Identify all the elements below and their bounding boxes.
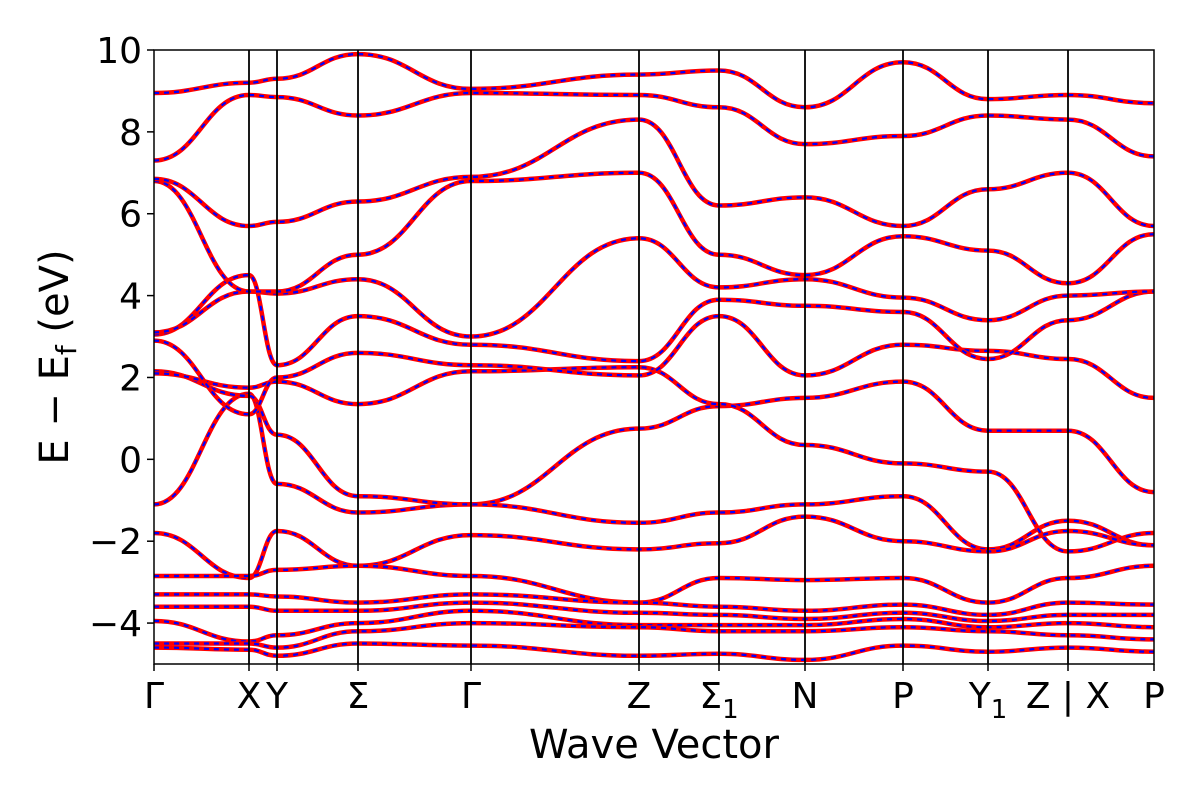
x-tick-label: P [1143, 676, 1165, 717]
x-tick-label: Γ [461, 676, 481, 717]
x-tick-label-main: Γ [144, 676, 164, 717]
x-tick-label: P [892, 676, 914, 717]
x-tick-label: Γ [144, 676, 164, 717]
y-tick-label: 4 [119, 277, 142, 318]
y-tick-label: 6 [119, 195, 142, 236]
x-tick-label: Y [265, 676, 289, 717]
x-tick-label-sub: 1 [722, 695, 739, 725]
x-tick-label: Y1 [968, 676, 1008, 725]
x-tick-label: Σ [347, 676, 370, 717]
x-tick-label: Z [627, 676, 652, 717]
y-tick-label: 8 [119, 113, 142, 154]
y-tick-label: −2 [89, 522, 142, 563]
x-tick-label-main: N [792, 676, 819, 717]
x-axis-title: Wave Vector [529, 722, 780, 768]
y-axis-ticks: 10 8 6 4 2 0 −2 −4 [89, 31, 154, 645]
x-tick-label: Z | X [1026, 676, 1110, 717]
x-tick-label-main: Σ [347, 676, 370, 717]
band-line-dashed [154, 370, 1154, 551]
x-tick-label-main: Y [265, 676, 289, 717]
x-tick-label: X [237, 676, 262, 717]
x-tick-label-main: P [892, 676, 914, 717]
x-tick-label-main: Γ [461, 676, 481, 717]
band-line-dashed [154, 273, 1154, 367]
x-tick-label-main: X [237, 676, 262, 717]
high-symmetry-lines [248, 50, 1069, 664]
y-tick-label: 2 [119, 358, 142, 399]
band-line-dashed [154, 118, 1154, 228]
x-tick-label-main: Z [627, 676, 652, 717]
y-axis-title-unit: (eV) [32, 249, 78, 345]
x-tick-label: N [792, 676, 819, 717]
y-tick-label: 0 [119, 440, 142, 481]
y-axis-title-sub: f [50, 344, 83, 355]
plot-frame [153, 49, 1155, 665]
x-tick-label-main: Z | X [1026, 676, 1110, 717]
y-axis-title: E − Ef (eV) [32, 249, 83, 464]
x-tick-label-main: P [1143, 676, 1165, 717]
y-tick-label: −4 [89, 604, 142, 645]
x-tick-label-main: Σ [699, 676, 722, 717]
band-line-dashed [154, 91, 1154, 162]
y-tick-label: 10 [96, 31, 142, 72]
band-line-solid [154, 170, 1154, 294]
y-axis-title-main: E − E [32, 355, 78, 465]
x-tick-label-main: Y [968, 676, 992, 717]
x-tick-label-sub: 1 [991, 695, 1008, 725]
x-tick-label: Σ1 [699, 676, 738, 725]
